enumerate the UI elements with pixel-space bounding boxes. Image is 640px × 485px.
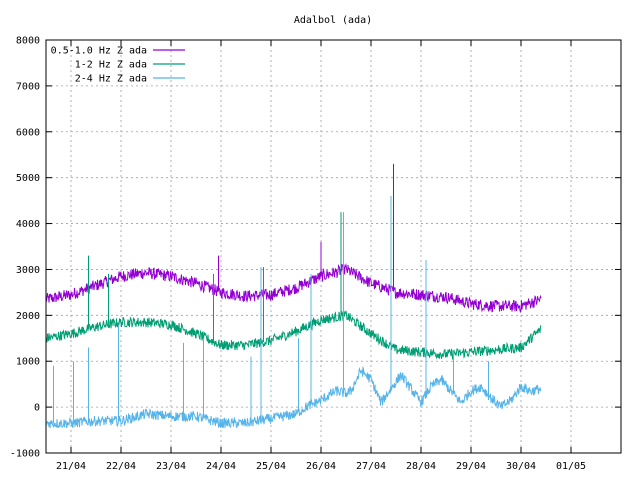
x-tick-label: 24/04 [206, 461, 236, 472]
y-tick-label: 6000 [16, 127, 40, 138]
x-tick-label: 25/04 [256, 461, 286, 472]
x-tick-label: 26/04 [306, 461, 336, 472]
x-tick-label: 23/04 [156, 461, 186, 472]
y-tick-label: 4000 [16, 219, 40, 230]
series-line [45, 365, 542, 429]
chart-title: Adalbol (ada) [294, 15, 372, 26]
legend-label: 1-2 Hz Z ada [75, 60, 147, 71]
y-tick-label: 1000 [16, 357, 40, 368]
x-tick-label: 21/04 [56, 461, 86, 472]
x-tick-label: 01/05 [556, 461, 586, 472]
y-tick-label: 7000 [16, 81, 40, 92]
y-tick-label: -1000 [10, 449, 40, 460]
plot-frame [45, 39, 622, 454]
y-tick-label: 2000 [16, 311, 40, 322]
series-layer [45, 163, 542, 429]
series-line [45, 310, 542, 361]
axis-layer: -1000 0 1000 2000 3000 4000 5000 6000 7000 8000 21… [10, 36, 621, 472]
x-tick-label: 28/04 [406, 461, 436, 472]
x-tick-label: 22/04 [106, 461, 136, 472]
y-tick-label: 5000 [16, 173, 40, 184]
series-1 [45, 163, 542, 314]
series-2 [45, 196, 542, 361]
legend-label: 0.5-1.0 Hz Z ada [51, 46, 147, 57]
legend-label: 2-4 Hz Z ada [75, 74, 147, 85]
y-tick-label: 0 [34, 403, 40, 414]
series-3 [45, 196, 542, 429]
x-tick-label: 30/04 [506, 461, 536, 472]
y-tick-label: 3000 [16, 265, 40, 276]
y-tick-label: 8000 [16, 36, 40, 47]
series-line [45, 263, 542, 314]
x-tick-label: 29/04 [456, 461, 486, 472]
legend: 0.5-1.0 Hz Z ada 1-2 Hz Z ada 2-4 Hz Z ada [51, 46, 185, 85]
x-tick-label: 27/04 [356, 461, 386, 472]
